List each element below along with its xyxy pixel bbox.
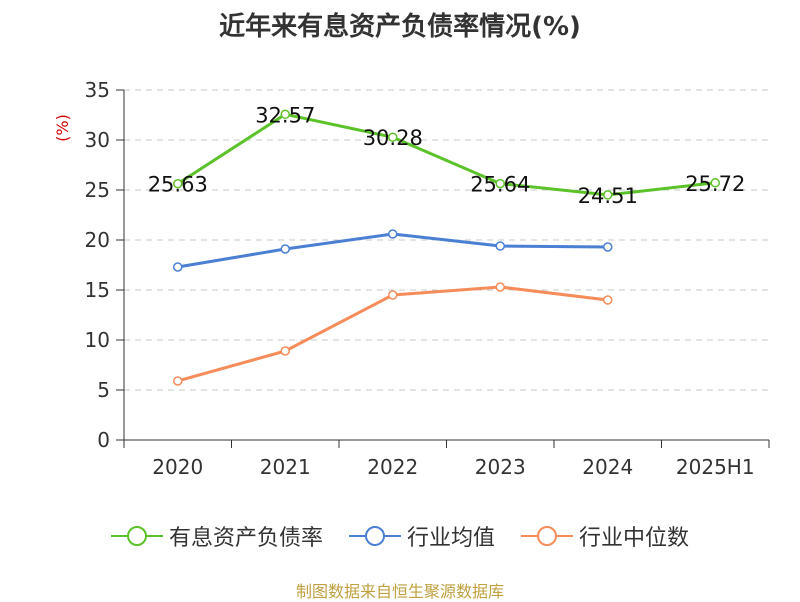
x-tick-label: 2020 [152, 455, 203, 479]
data-label: 25.72 [685, 172, 745, 196]
legend-line-icon [521, 526, 573, 546]
data-point [173, 178, 183, 189]
data-label: 25.63 [148, 173, 208, 197]
x-tick-label: 2022 [367, 455, 418, 479]
data-point [173, 376, 183, 386]
x-tick-label: 2024 [582, 455, 633, 479]
y-tick-label: 15 [85, 278, 110, 302]
data-point [710, 178, 720, 188]
y-tick-label: 5 [97, 378, 110, 402]
legend-item-series-1[interactable]: 有息资产负债率 [110, 520, 323, 552]
x-tick-label: 2025H1 [676, 455, 755, 479]
legend-label: 行业中位数 [579, 526, 690, 551]
series-line [177, 232, 608, 269]
data-point [603, 295, 613, 305]
legend-label: 行业均值 [406, 526, 495, 551]
series-lines [173, 109, 720, 386]
series-line [177, 285, 608, 383]
data-point [495, 241, 505, 251]
y-tick-label: 30 [85, 128, 110, 152]
data-label: 32.57 [255, 103, 315, 127]
data-point [388, 229, 398, 239]
data-point [603, 190, 613, 200]
series-line [176, 112, 716, 197]
data-point [603, 242, 613, 252]
y-tick-label: 0 [97, 428, 110, 452]
data-point [495, 282, 505, 292]
data-point [388, 290, 398, 300]
y-tick-label: 10 [85, 328, 110, 352]
y-tick-label: 20 [85, 228, 110, 252]
legend-item-series-2[interactable]: 行业均值 [348, 520, 495, 552]
axes: 0 5 10 15 20 25 30 35 2020 2021 2022 2023 2024 2025H1… [53, 78, 770, 479]
x-tick-label: 2021 [260, 455, 311, 479]
chart-title: 近年来有息资产负债率情况(%) [219, 12, 581, 42]
data-point [280, 346, 290, 356]
data-point [495, 178, 505, 189]
y-tick-label: 25 [85, 178, 110, 202]
data-labels: 25.63 32.57 30.28 25.64 24.51 25.72 [148, 103, 746, 208]
data-point [280, 244, 290, 254]
data-label: 24.51 [578, 184, 638, 208]
data-label: 30.28 [363, 126, 423, 150]
legend-line-icon [348, 526, 401, 546]
legend-item-series-3[interactable]: 行业中位数 [521, 520, 689, 552]
source-note: 制图数据来自恒生聚源数据库 [295, 582, 504, 601]
legend-label: 有息资产负债率 [168, 526, 323, 551]
legend: 有息资产负债率 行业均值 行业中位数 [0, 518, 800, 554]
data-point [280, 109, 290, 120]
legend-line-icon [110, 526, 163, 546]
data-label: 25.64 [470, 173, 530, 197]
x-tick-label: 2023 [475, 455, 526, 479]
y-tick-label: 35 [85, 78, 110, 102]
y-axis-label: (%) [53, 114, 72, 142]
data-point [173, 262, 183, 272]
data-point [388, 132, 398, 142]
